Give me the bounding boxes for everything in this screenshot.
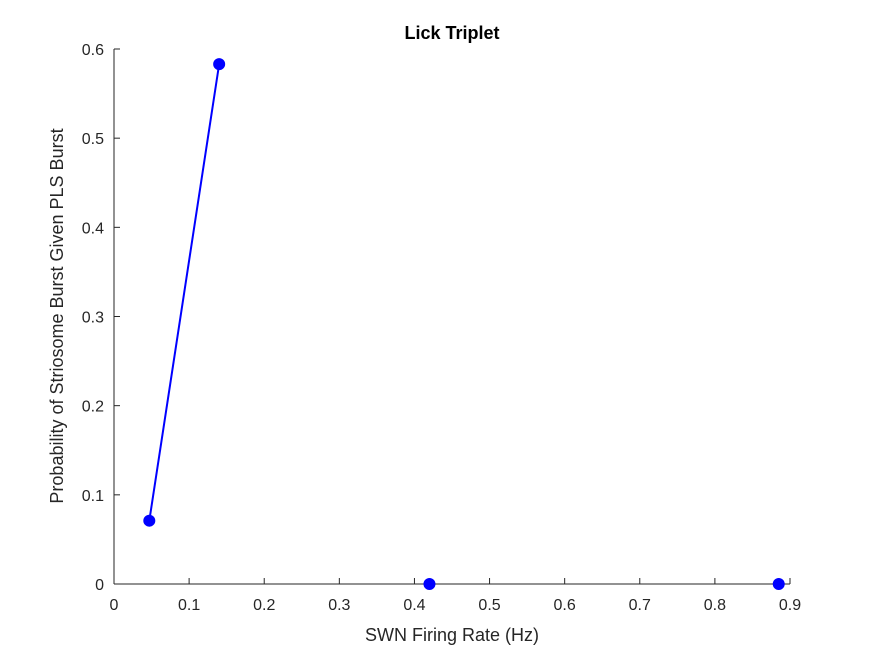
x-tick-label: 0.9 — [779, 597, 801, 614]
x-tick-label: 0 — [110, 597, 119, 614]
series-line — [148, 64, 221, 521]
x-axis-ticks: 0 0.1 0.2 0.3 0.4 0.5 0.6 0.7 0.8 0.9 — [110, 578, 801, 614]
data-point — [143, 514, 156, 527]
x-tick-label: 0.1 — [178, 597, 200, 614]
y-tick-label: 0.3 — [82, 310, 104, 327]
x-tick-label: 0.4 — [403, 597, 425, 614]
x-tick-label: 0.3 — [328, 597, 350, 614]
x-tick-label: 0.2 — [253, 597, 275, 614]
y-tick-label: 0.2 — [82, 399, 104, 416]
y-tick-label: 0.1 — [82, 488, 104, 505]
data-point — [772, 578, 785, 590]
series-lines — [148, 64, 221, 521]
x-tick-label: 0.8 — [704, 597, 726, 614]
data-point — [423, 578, 436, 590]
x-tick-label: 0.6 — [554, 597, 576, 614]
axes — [113, 49, 790, 585]
y-tick-label: 0 — [95, 577, 104, 594]
y-axis-label: Probability of Striosome Burst Given PLS… — [47, 128, 67, 503]
y-axis-ticks: 0 0.1 0.2 0.3 0.4 0.5 0.6 — [82, 42, 120, 594]
series-points — [143, 58, 785, 590]
x-tick-label: 0.5 — [478, 597, 500, 614]
data-point — [213, 58, 226, 71]
x-axis-label: SWN Firing Rate (Hz) — [365, 625, 539, 645]
y-tick-label: 0.5 — [82, 131, 104, 148]
chart-title: Lick Triplet — [404, 23, 499, 43]
x-tick-label: 0.7 — [629, 597, 651, 614]
y-tick-label: 0.6 — [82, 42, 104, 59]
y-tick-label: 0.4 — [82, 220, 104, 237]
